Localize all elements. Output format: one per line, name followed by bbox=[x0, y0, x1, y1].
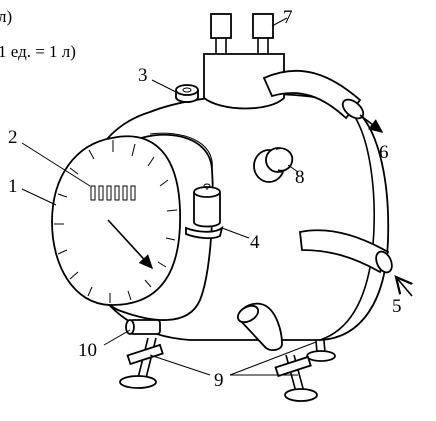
digit-counter bbox=[90, 185, 136, 201]
dial-ticks bbox=[54, 140, 178, 303]
label-9: 9 bbox=[214, 370, 224, 391]
note-line-2: 1 ед. = 1 л) bbox=[0, 42, 76, 61]
label-8: 8 bbox=[295, 167, 305, 188]
note-line-1: л) bbox=[0, 7, 12, 26]
drain-nozzle bbox=[125, 319, 161, 335]
leg-right-front bbox=[274, 354, 318, 402]
level-gauge bbox=[185, 183, 224, 240]
label-10: 10 bbox=[78, 340, 97, 361]
valve-handle bbox=[236, 302, 283, 351]
label-4: 4 bbox=[250, 232, 260, 253]
label-2: 2 bbox=[8, 127, 18, 148]
label-7: 7 bbox=[283, 7, 293, 28]
dial-pointer bbox=[107, 219, 154, 270]
leader-lines bbox=[21, 17, 317, 376]
label-1: 1 bbox=[8, 176, 18, 197]
label-3: 3 bbox=[138, 65, 148, 86]
label-5: 5 bbox=[392, 296, 402, 317]
leg-left bbox=[119, 337, 164, 389]
top-housing bbox=[203, 53, 285, 110]
dial-face bbox=[51, 135, 181, 306]
connectors bbox=[210, 13, 274, 54]
label-6: 6 bbox=[379, 142, 389, 163]
inlet-pipe bbox=[299, 229, 390, 274]
filler-cap bbox=[175, 84, 199, 103]
